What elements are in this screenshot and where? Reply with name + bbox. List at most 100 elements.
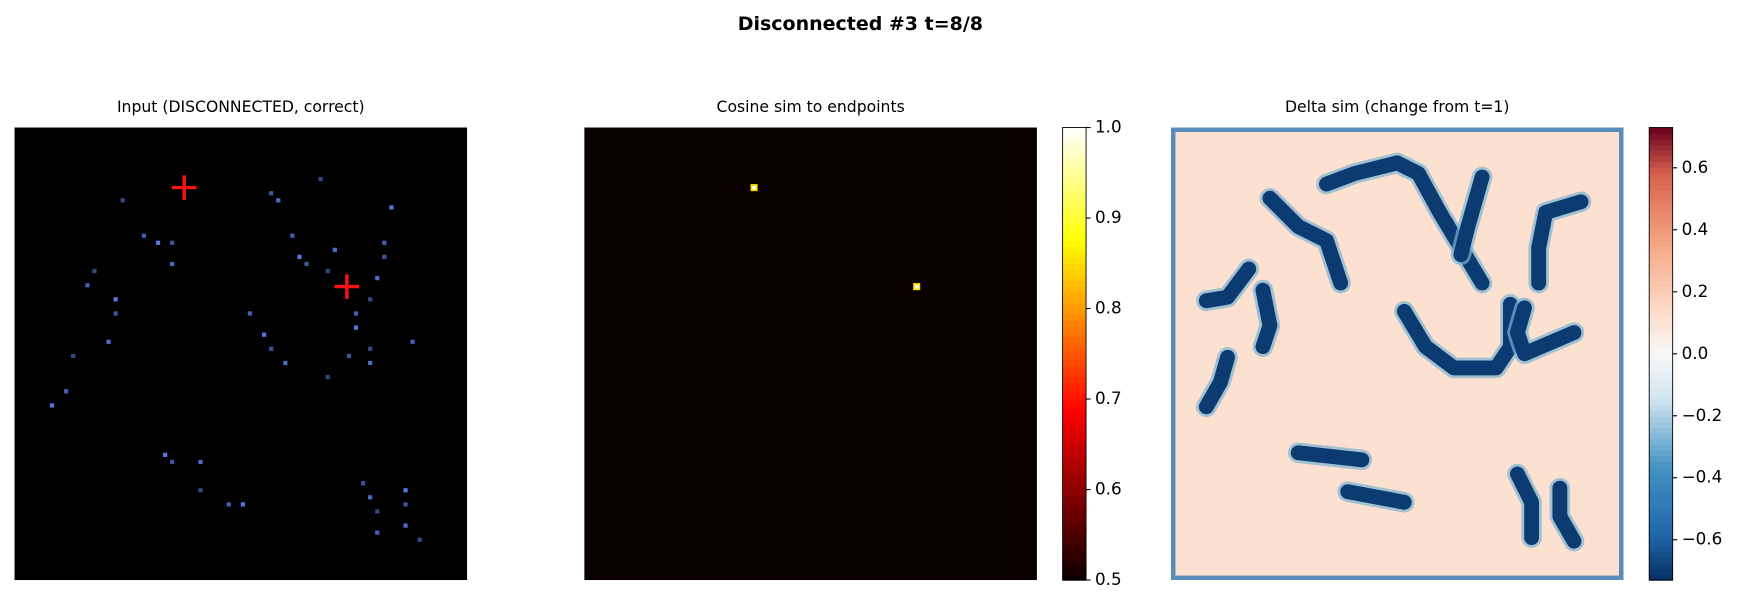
colorbar-step <box>1062 223 1087 231</box>
colorbar-step <box>1062 534 1087 542</box>
colorbar-step <box>1649 342 1673 349</box>
bright-pixel <box>64 389 69 394</box>
bright-pixel <box>382 240 387 245</box>
colorbar-step <box>1062 285 1087 293</box>
colorbar-step <box>1649 336 1673 344</box>
colorbar-step <box>1062 263 1087 270</box>
image-panel <box>584 127 1037 581</box>
bright-pixel <box>92 268 97 274</box>
bright-pixel <box>368 297 373 302</box>
colorbar-step <box>1649 421 1673 428</box>
bright-pixel <box>113 311 118 316</box>
colorbar-step <box>1062 478 1087 485</box>
colorbar-step <box>1649 212 1673 219</box>
bright-pixel <box>290 233 295 238</box>
bright-pixel <box>106 339 111 344</box>
colorbar-step <box>1062 150 1087 157</box>
colorbar-tick-label: 0.5 <box>1095 569 1122 589</box>
colorbar-step <box>1649 399 1673 406</box>
colorbar-step <box>1062 195 1087 202</box>
subplot-title: Delta sim (change from t=1) <box>1285 97 1509 116</box>
colorbar-step <box>1649 268 1673 276</box>
colorbar-step <box>1649 461 1673 468</box>
colorbar-tick-label: 0.6 <box>1095 479 1122 499</box>
bright-pixel <box>198 459 203 465</box>
subplot-title: Input (DISCONNECTED, correct) <box>117 97 365 116</box>
colorbar-step <box>1649 410 1673 417</box>
colorbar-step <box>1649 263 1673 270</box>
colorbar-step <box>1062 568 1087 576</box>
colorbar-step <box>1062 387 1087 395</box>
colorbar-tick-label: 0.4 <box>1682 219 1709 239</box>
colorbar-step <box>1062 218 1087 225</box>
colorbar-step <box>1649 506 1673 513</box>
colorbar-step <box>1062 257 1087 264</box>
colorbar-tick-label: 0.2 <box>1682 281 1709 301</box>
colorbar-step <box>1062 184 1087 191</box>
colorbar-step <box>1062 336 1087 344</box>
colorbar-step <box>1649 302 1673 310</box>
colorbar-step <box>1649 297 1673 304</box>
colorbar-step <box>1649 184 1673 191</box>
stroke <box>1510 466 1540 546</box>
colorbar-step <box>1062 466 1087 474</box>
colorbar-step <box>1062 495 1087 502</box>
colorbar-step <box>1062 365 1087 372</box>
colorbar-step <box>1649 359 1673 366</box>
colorbar-step <box>1062 201 1087 208</box>
colorbar-step <box>1649 523 1673 530</box>
colorbar-step <box>1062 353 1087 361</box>
colorbar-step <box>1649 348 1673 355</box>
stroke <box>1290 445 1370 468</box>
bright-pixel <box>403 523 408 528</box>
colorbar-step <box>1649 314 1673 321</box>
endpoint-marker <box>334 274 360 299</box>
stroke <box>1255 282 1278 355</box>
colorbar-step <box>1649 432 1673 440</box>
colorbar-step <box>1062 506 1087 513</box>
colorbar-step <box>1062 500 1087 508</box>
colorbar-step <box>1649 195 1673 202</box>
hotspot-core <box>914 284 919 289</box>
colorbar-step <box>1062 449 1087 457</box>
stroke <box>1552 480 1582 549</box>
bright-pixel <box>353 311 359 316</box>
colorbar-step <box>1649 319 1673 327</box>
colorbar-step <box>1649 427 1673 434</box>
colorbar-step <box>1649 150 1673 157</box>
bright-pixel <box>155 240 161 245</box>
colorbar-step <box>1062 172 1087 180</box>
bright-pixel <box>247 311 253 316</box>
figure-title: Disconnected #3 t=8/8 <box>738 13 983 35</box>
bright-pixel <box>240 502 246 507</box>
colorbar-step <box>1062 342 1087 349</box>
colorbar-step <box>1649 529 1673 536</box>
bright-pixel <box>113 297 118 302</box>
colorbar-step <box>1649 257 1673 264</box>
colorbar-step <box>1649 387 1673 395</box>
bright-pixel <box>276 198 281 203</box>
stroke <box>1340 484 1412 510</box>
colorbar: −0.6 −0.4 −0.2 0.0 0.2 0.4 0.6 <box>1648 127 1722 581</box>
bright-pixel <box>389 205 394 210</box>
colorbar-step <box>1649 155 1673 163</box>
colorbar-step <box>1062 308 1087 315</box>
colorbar-step <box>1062 155 1087 163</box>
colorbar-step <box>1062 410 1087 417</box>
colorbar-step <box>1649 546 1673 553</box>
colorbar-step <box>1649 229 1673 236</box>
colorbar-step <box>1062 178 1087 185</box>
colorbar-step <box>1062 319 1087 327</box>
bright-pixel <box>269 346 274 351</box>
colorbar-step <box>1649 376 1673 383</box>
colorbar-step <box>1649 218 1673 225</box>
colorbar-step <box>1062 399 1087 406</box>
colorbar-step <box>1062 133 1087 140</box>
colorbar-step <box>1649 483 1673 491</box>
colorbar-step <box>1649 201 1673 208</box>
colorbar-tick-label: 1.0 <box>1095 117 1122 137</box>
colorbar-step <box>1062 444 1087 451</box>
colorbar-step <box>1649 223 1673 231</box>
colorbar-step <box>1062 234 1087 242</box>
bright-pixel <box>353 325 359 330</box>
